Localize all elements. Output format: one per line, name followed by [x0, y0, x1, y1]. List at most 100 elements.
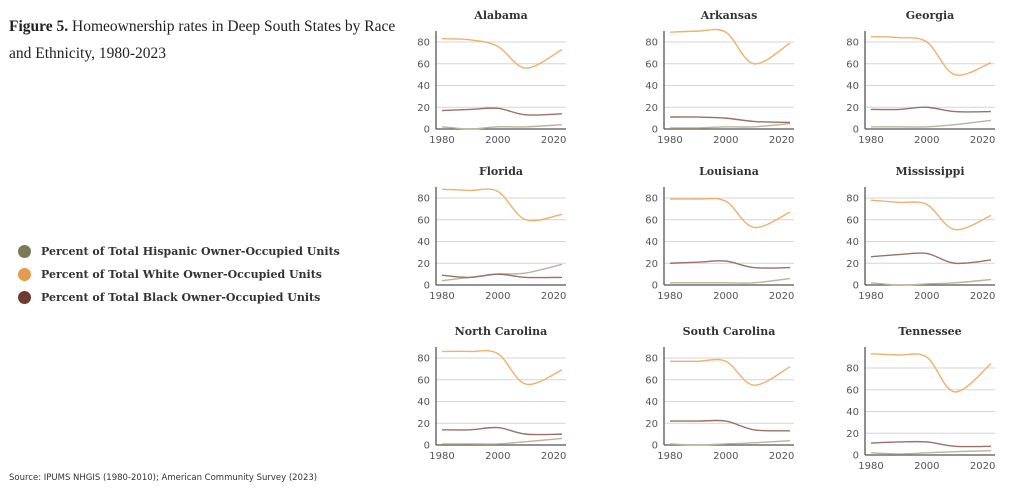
series-line-white-louisiana: [669, 197, 791, 229]
y-tick-label: 80: [846, 364, 859, 375]
series-line-white-arkansas: [669, 28, 791, 65]
series-line-white-tennessee: [870, 353, 992, 393]
y-tick-label: 60: [645, 59, 658, 70]
figure-label: Figure 5.: [9, 18, 69, 35]
y-tick-label: 20: [645, 103, 658, 114]
series-line-black-georgia: [870, 106, 992, 113]
series-line-black-tennessee: [870, 440, 992, 448]
x-tick-label: 1980: [858, 135, 883, 146]
x-tick-label: 2000: [914, 461, 939, 472]
y-tick-label: 0: [853, 125, 859, 136]
source-note: Source: IPUMS NHGIS (1980-2010); America…: [9, 473, 318, 483]
y-tick-label: 0: [424, 125, 430, 136]
y-tick-label: 80: [645, 194, 658, 205]
series-line-black-mississippi: [870, 252, 992, 265]
y-tick-label: 0: [424, 441, 430, 452]
series-line-black-alabama: [441, 107, 563, 116]
legend-label: Percent of Total Black Owner-Occupied Un…: [41, 291, 321, 304]
x-tick-label: 2020: [541, 135, 566, 146]
x-tick-label: 1980: [657, 135, 682, 146]
x-tick-label: 2020: [769, 451, 794, 462]
figure-title-text: Homeownership rates in Deep South States…: [9, 18, 396, 62]
x-tick-label: 1980: [858, 461, 883, 472]
y-tick-label: 20: [645, 259, 658, 270]
y-tick-label: 40: [846, 81, 859, 92]
y-tick-label: 80: [846, 38, 859, 49]
y-tick-label: 40: [417, 237, 430, 248]
y-tick-label: 40: [417, 81, 430, 92]
series-line-hispanic-tennessee: [870, 449, 992, 455]
y-tick-label: 80: [417, 194, 430, 205]
legend-dot-icon: [18, 268, 31, 281]
y-tick-label: 20: [846, 259, 859, 270]
series-line-black-south-carolina: [669, 419, 791, 432]
legend-label: Percent of Total White Owner-Occupied Un…: [41, 268, 323, 281]
y-tick-label: 0: [424, 281, 430, 292]
y-tick-label: 60: [417, 215, 430, 226]
x-tick-label: 1980: [429, 451, 454, 462]
legend-item-white: Percent of Total White Owner-Occupied Un…: [18, 263, 340, 286]
panel-title-mississippi: Mississippi: [895, 165, 964, 178]
x-tick-label: 2000: [485, 451, 510, 462]
y-tick-label: 80: [846, 194, 859, 205]
y-tick-label: 60: [645, 215, 658, 226]
y-tick-label: 0: [853, 281, 859, 292]
x-tick-label: 2020: [769, 135, 794, 146]
x-tick-label: 1980: [657, 291, 682, 302]
x-tick-label: 2000: [713, 135, 738, 146]
y-tick-label: 20: [417, 419, 430, 430]
y-tick-label: 20: [645, 419, 658, 430]
x-tick-label: 1980: [429, 135, 454, 146]
x-tick-label: 2000: [713, 451, 738, 462]
series-line-hispanic-louisiana: [670, 277, 791, 284]
panel-title-arkansas: Arkansas: [700, 9, 758, 22]
x-tick-label: 2020: [541, 451, 566, 462]
y-tick-label: 40: [645, 397, 658, 408]
y-tick-label: 0: [652, 281, 658, 292]
y-tick-label: 0: [652, 441, 658, 452]
panel-title-south-carolina: South Carolina: [683, 325, 776, 338]
y-tick-label: 80: [417, 38, 430, 49]
y-tick-label: 80: [645, 38, 658, 49]
figure-title: Figure 5. Homeownership rates in Deep So…: [9, 13, 399, 67]
y-tick-label: 60: [846, 215, 859, 226]
y-tick-label: 80: [417, 354, 430, 365]
x-tick-label: 2000: [485, 291, 510, 302]
y-tick-label: 20: [417, 259, 430, 270]
series-line-white-florida: [441, 188, 563, 222]
series-line-hispanic-mississippi: [870, 278, 992, 286]
y-tick-label: 60: [645, 375, 658, 386]
y-tick-label: 40: [645, 237, 658, 248]
x-tick-label: 1980: [429, 291, 454, 302]
x-tick-label: 1980: [858, 291, 883, 302]
series-line-white-georgia: [870, 35, 992, 76]
y-tick-label: 20: [846, 103, 859, 114]
x-tick-label: 2020: [541, 291, 566, 302]
series-line-white-alabama: [441, 38, 563, 69]
y-tick-label: 0: [652, 125, 658, 136]
panel-title-north-carolina: North Carolina: [455, 325, 548, 338]
series-line-white-south-carolina: [670, 358, 791, 386]
y-tick-label: 60: [846, 385, 859, 396]
panel-title-alabama: Alabama: [473, 9, 527, 22]
series-line-hispanic-arkansas: [669, 122, 791, 129]
panel-title-tennessee: Tennessee: [898, 325, 961, 338]
series-line-black-louisiana: [669, 260, 791, 269]
x-tick-label: 2000: [485, 135, 510, 146]
legend-dot-icon: [18, 291, 31, 304]
y-tick-label: 60: [417, 375, 430, 386]
y-tick-label: 20: [846, 429, 859, 440]
legend: Percent of Total Hispanic Owner-Occupied…: [18, 240, 340, 309]
series-line-hispanic-north-carolina: [442, 437, 563, 445]
series-line-white-mississippi: [870, 199, 992, 231]
series-line-white-north-carolina: [441, 349, 563, 386]
panel-title-georgia: Georgia: [906, 9, 955, 22]
x-tick-label: 2020: [970, 461, 995, 472]
x-tick-label: 2020: [970, 135, 995, 146]
y-tick-label: 40: [846, 407, 859, 418]
series-line-black-north-carolina: [441, 426, 563, 436]
y-tick-label: 0: [853, 451, 859, 462]
series-line-hispanic-georgia: [871, 119, 992, 128]
legend-item-black: Percent of Total Black Owner-Occupied Un…: [18, 286, 340, 309]
